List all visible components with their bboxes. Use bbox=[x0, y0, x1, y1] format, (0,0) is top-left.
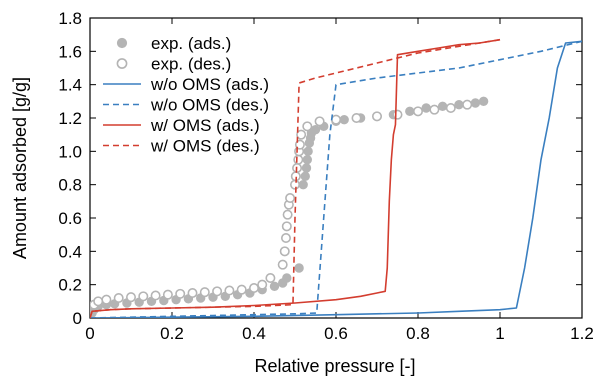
data-point-exp-ads bbox=[300, 171, 310, 182]
legend: exp. (ads.) exp. (des.)w/o OMS (ads.) w/o … bbox=[103, 34, 269, 156]
data-point-exp-des bbox=[285, 193, 296, 204]
data-point-exp-ads bbox=[405, 106, 415, 117]
data-point-exp-des bbox=[279, 246, 290, 257]
data-point-exp-ads bbox=[421, 103, 431, 113]
data-point-exp-des bbox=[412, 106, 423, 117]
data-point-exp-des bbox=[224, 285, 235, 296]
series-line-w-oms-des bbox=[90, 38, 501, 318]
data-point-exp-ads bbox=[269, 281, 280, 292]
data-point-exp-des bbox=[351, 113, 362, 124]
y-axis-label: Amount adsorbed [g/g] bbox=[10, 77, 30, 259]
data-point-exp-ads bbox=[282, 273, 292, 283]
data-point-exp-des bbox=[162, 289, 173, 300]
data-point-exp-des bbox=[280, 233, 291, 244]
x-tick-label: 0 bbox=[85, 324, 94, 343]
x-tick-label: 1 bbox=[495, 324, 504, 343]
data-point-exp-ads bbox=[310, 124, 321, 135]
series-line-w-o-oms-des bbox=[90, 40, 582, 318]
y-tick-label: 1.4 bbox=[58, 76, 82, 95]
y-tick-label: 1.8 bbox=[58, 9, 82, 28]
plot-area bbox=[90, 38, 582, 318]
x-tick-label: 0.6 bbox=[324, 324, 348, 343]
data-point-exp-ads bbox=[298, 179, 308, 190]
data-point-exp-des bbox=[445, 103, 456, 114]
legend-label-w-oms-des: w/ OMS (des.) bbox=[150, 137, 260, 156]
data-point-exp-des bbox=[249, 282, 260, 293]
data-point-exp-des bbox=[113, 292, 124, 303]
data-point-exp-des bbox=[126, 292, 137, 303]
y-tick-label: 0.6 bbox=[58, 209, 82, 228]
data-point-exp-des bbox=[330, 114, 341, 125]
data-point-exp-ads bbox=[302, 154, 312, 165]
data-point-exp-des bbox=[314, 116, 325, 127]
y-tick-label: 0.8 bbox=[58, 176, 82, 195]
data-point-exp-ads bbox=[478, 96, 489, 107]
x-axis-label: Relative pressure [-] bbox=[254, 356, 415, 376]
data-point-exp-des bbox=[296, 129, 307, 140]
data-point-exp-des bbox=[281, 221, 292, 232]
data-point-exp-des bbox=[138, 291, 149, 302]
legend-marker-exp-des bbox=[116, 58, 128, 69]
data-point-exp-des bbox=[282, 209, 293, 220]
data-point-exp-des bbox=[150, 290, 161, 301]
data-point-exp-des bbox=[199, 287, 210, 298]
data-point-exp-ads bbox=[301, 163, 312, 173]
data-point-exp-des bbox=[392, 109, 403, 120]
x-tick-label: 0.8 bbox=[406, 324, 430, 343]
data-point-exp-ads bbox=[454, 99, 464, 110]
legend-label-w-oms-ads: w/ OMS (ads.) bbox=[150, 116, 260, 135]
legend-label-exp-ads: exp. (ads.) bbox=[151, 34, 231, 53]
data-point-exp-des bbox=[187, 287, 198, 298]
data-point-exp-des bbox=[302, 121, 313, 132]
x-tick-label: 0.4 bbox=[242, 324, 266, 343]
data-point-exp-ads bbox=[470, 98, 481, 108]
data-point-exp-des bbox=[277, 259, 288, 270]
legend-label-w-o-oms-ads: w/o OMS (ads.) bbox=[150, 75, 269, 94]
data-point-exp-des bbox=[371, 111, 382, 122]
data-point-exp-des bbox=[289, 179, 300, 190]
data-point-exp-ads bbox=[437, 101, 448, 112]
data-point-exp-des bbox=[212, 286, 223, 297]
data-point-exp-des bbox=[265, 272, 276, 283]
data-point-exp-des bbox=[101, 294, 112, 305]
x-tick-label: 0.2 bbox=[160, 324, 184, 343]
data-point-exp-des bbox=[462, 99, 473, 110]
data-point-exp-ads bbox=[303, 146, 313, 157]
legend-label-exp-des: exp. (des.) bbox=[151, 55, 231, 74]
y-tick-label: 0 bbox=[73, 309, 82, 328]
data-point-exp-ads bbox=[294, 263, 304, 273]
x-tick-label: 1.2 bbox=[570, 324, 594, 343]
data-point-exp-des bbox=[293, 154, 304, 165]
series-line-w-o-oms-ads bbox=[90, 40, 582, 318]
y-tick-label: 0.4 bbox=[58, 242, 82, 261]
y-tick-label: 0.2 bbox=[58, 276, 82, 295]
y-tick-label: 1.0 bbox=[58, 142, 82, 161]
legend-label-w-o-oms-des: w/o OMS (des.) bbox=[150, 96, 269, 115]
data-point-exp-des bbox=[429, 104, 440, 115]
data-point-exp-des bbox=[257, 279, 268, 290]
data-point-exp-ads bbox=[339, 114, 349, 125]
data-point-exp-des bbox=[236, 284, 247, 295]
data-point-exp-des bbox=[175, 288, 186, 299]
legend-marker-exp-ads bbox=[116, 37, 128, 49]
y-tick-label: 1.6 bbox=[58, 42, 82, 61]
y-tick-label: 1.2 bbox=[58, 109, 82, 128]
data-point-exp-des bbox=[93, 296, 104, 307]
